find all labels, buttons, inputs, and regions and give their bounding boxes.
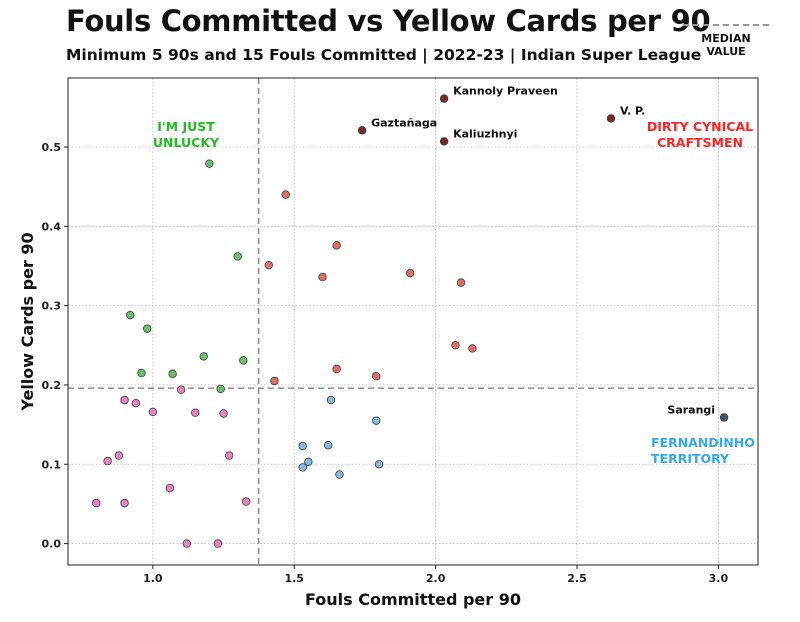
data-point	[182, 539, 191, 548]
data-point	[219, 409, 228, 418]
data-point	[205, 159, 214, 168]
chart-title: Fouls Committed vs Yellow Cards per 90	[66, 4, 711, 38]
data-point	[224, 451, 234, 460]
data-point	[298, 441, 307, 451]
data-point	[216, 384, 225, 394]
data-point	[332, 364, 341, 374]
data-point	[120, 395, 129, 405]
quadrant-label: I'M JUST	[157, 119, 215, 134]
data-point	[241, 497, 251, 506]
data-point	[298, 463, 307, 472]
y-tick-label: 0.2	[42, 379, 62, 392]
y-tick-label: 0.1	[42, 458, 62, 471]
chart-subtitle: Minimum 5 90s and 15 Fouls Committed | 2…	[66, 46, 702, 64]
data-point	[148, 407, 158, 417]
point-annotation: V. P.	[620, 104, 645, 117]
quadrant-label: DIRTY CYNICAL	[647, 119, 753, 134]
y-tick-label: 0.3	[42, 300, 62, 313]
x-tick-label: 1.0	[143, 572, 163, 585]
legend: MEDIAN VALUE	[683, 24, 769, 58]
x-tick-label: 1.5	[284, 572, 304, 585]
quadrant-label: UNLUCKY	[153, 135, 220, 150]
data-point	[323, 441, 333, 450]
data-point	[264, 260, 273, 270]
data-point	[103, 456, 112, 466]
data-point	[239, 356, 248, 365]
x-tick-label: 2.0	[426, 572, 446, 585]
data-point	[131, 398, 141, 408]
data-point	[114, 451, 124, 460]
x-tick-label: 2.5	[567, 572, 587, 585]
data-point	[168, 369, 177, 379]
data-point	[165, 483, 175, 493]
data-point	[332, 241, 341, 250]
point-annotation: Kaliuzhnyi	[453, 127, 517, 140]
data-point	[92, 498, 101, 508]
data-point	[318, 272, 327, 282]
quadrant-label: TERRITORY	[651, 451, 730, 466]
data-point	[326, 395, 336, 405]
data-point	[439, 94, 449, 103]
data-point	[126, 310, 135, 320]
y-tick-label: 0.0	[42, 538, 62, 551]
data-point	[439, 137, 449, 146]
data-point	[451, 341, 460, 350]
y-axis-label: Yellow Cards per 90	[18, 232, 37, 411]
data-point	[372, 416, 381, 425]
data-point	[372, 372, 381, 381]
data-point	[270, 376, 279, 386]
data-point	[281, 190, 290, 199]
data-point	[335, 470, 344, 479]
data-point	[405, 268, 415, 278]
data-point	[199, 352, 208, 361]
y-tick-label: 0.4	[42, 220, 62, 233]
data-point	[213, 539, 223, 548]
legend-median-line	[683, 24, 769, 26]
data-point	[176, 385, 186, 394]
x-tick-label: 3.0	[709, 572, 729, 585]
data-point	[374, 460, 384, 469]
data-point	[137, 368, 146, 378]
data-point	[304, 457, 313, 467]
point-annotation: Gaztañaga	[371, 116, 437, 129]
quadrant-label: FERNANDINHO	[651, 435, 755, 450]
data-point	[606, 114, 616, 123]
data-point	[142, 324, 152, 333]
point-annotation: Sarangi	[667, 403, 715, 416]
plot-frame	[67, 77, 759, 566]
legend-median-label: MEDIAN VALUE	[701, 32, 751, 58]
data-point	[719, 413, 729, 422]
data-point	[120, 498, 129, 508]
data-point	[191, 408, 200, 417]
data-point	[233, 252, 242, 261]
x-axis-label: Fouls Committed per 90	[305, 590, 521, 609]
data-point	[468, 344, 477, 353]
data-point	[357, 126, 367, 135]
quadrant-label: CRAFTSMEN	[657, 135, 743, 150]
data-point	[456, 278, 466, 287]
point-annotation: Kannoly Praveen	[453, 85, 558, 98]
y-tick-label: 0.5	[42, 141, 62, 154]
